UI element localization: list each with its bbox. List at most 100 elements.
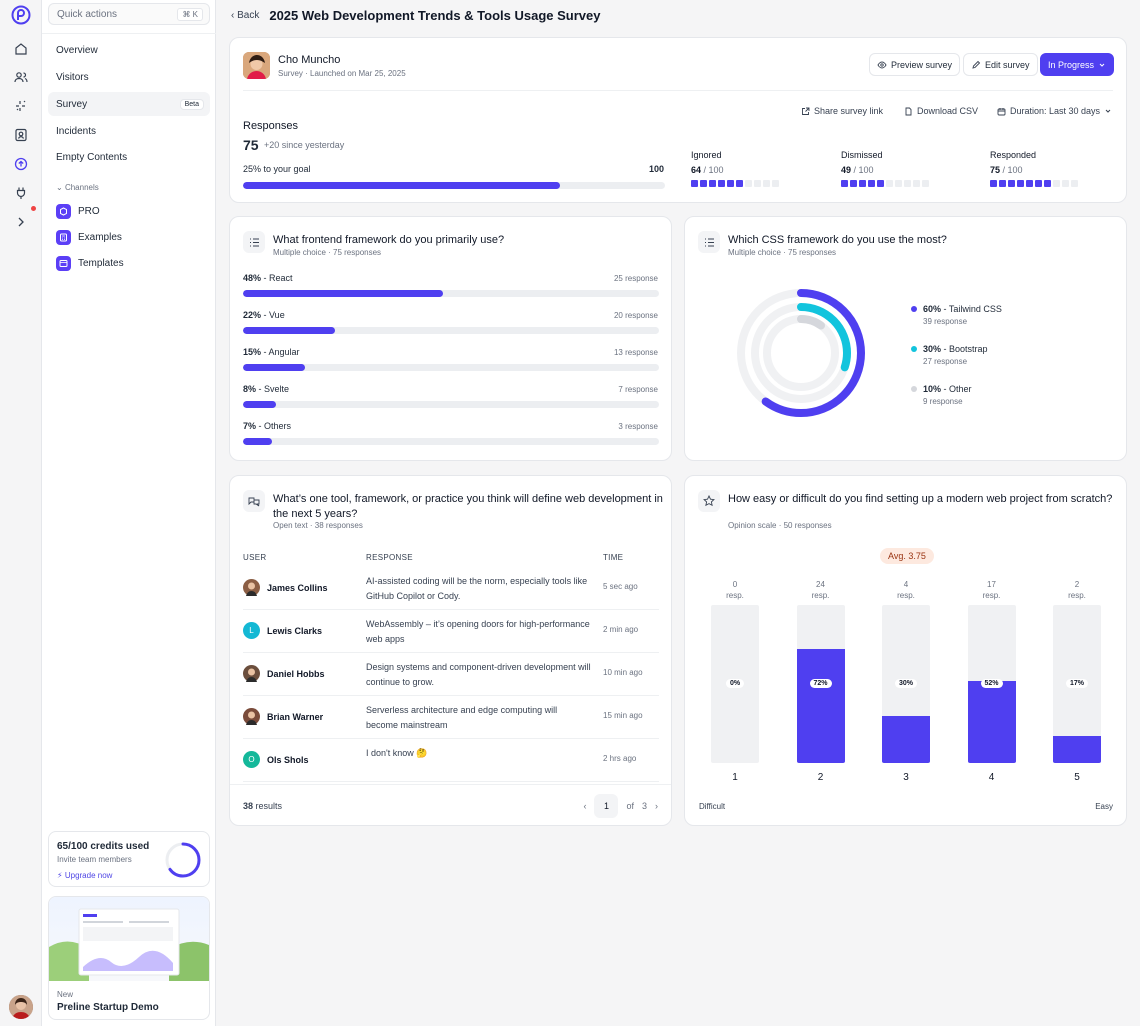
legend-label: 30% - Bootstrap xyxy=(923,344,988,354)
responses-count: 75 xyxy=(243,137,259,153)
sidebar-item-incidents[interactable]: Incidents xyxy=(48,119,210,143)
prev-page-button[interactable]: ‹ xyxy=(583,801,587,811)
download-csv-button[interactable]: Download CSV xyxy=(904,106,978,116)
goal-progress-fill xyxy=(243,182,560,189)
contact-card-icon[interactable] xyxy=(14,128,28,142)
framework-bar xyxy=(243,364,659,371)
framework-bar-fill xyxy=(243,327,335,334)
preview-survey-button[interactable]: Preview survey xyxy=(869,53,961,76)
stat-total: / 100 xyxy=(703,165,724,175)
demo-tag: New xyxy=(57,990,74,999)
framework-label: 7% - Others xyxy=(243,421,659,431)
stat-square xyxy=(859,180,866,187)
stat-square xyxy=(754,180,761,187)
list-icon xyxy=(243,231,265,253)
external-link-icon xyxy=(802,107,810,115)
scale-value: 1 xyxy=(732,772,738,783)
users-icon[interactable] xyxy=(14,70,28,84)
question-title: Which CSS framework do you use the most? xyxy=(728,234,947,246)
divider xyxy=(230,784,671,785)
chevron-right-icon[interactable] xyxy=(14,215,28,229)
sparkle-icon[interactable] xyxy=(14,99,28,113)
duration-dropdown[interactable]: Duration: Last 30 days xyxy=(997,106,1112,116)
ring-arc-3 xyxy=(763,315,839,391)
stat-square xyxy=(999,180,1006,187)
column-user[interactable]: USER xyxy=(243,553,267,562)
legend-label: 60% - Tailwind CSS xyxy=(923,304,1002,314)
eye-icon xyxy=(877,61,887,68)
scale-count-value: 4 xyxy=(903,580,909,589)
stat-square xyxy=(700,180,707,187)
back-link[interactable]: ‹ Back xyxy=(231,9,260,21)
goal-label: 25% to your goal xyxy=(243,164,311,174)
stat-total: / 100 xyxy=(853,165,874,175)
channel-item-pro[interactable]: PRO xyxy=(56,204,100,219)
total-pages: 3 xyxy=(641,801,647,811)
table-row[interactable]: James Collins AI-assisted coding will be … xyxy=(243,567,659,610)
credits-title: 65/100 credits used xyxy=(57,841,150,852)
table-row[interactable]: Daniel Hobbs Design systems and component… xyxy=(243,653,659,696)
user-name: Lewis Clarks xyxy=(267,626,323,636)
stat-square xyxy=(763,180,770,187)
preline-logo-icon[interactable] xyxy=(11,5,31,25)
framework-percent: 7% xyxy=(243,421,257,431)
scale-bar: 17% xyxy=(1053,605,1101,763)
scale-max-label: Easy xyxy=(1095,802,1113,811)
sidebar-item-overview[interactable]: Overview xyxy=(48,38,210,62)
sidebar-item-survey[interactable]: Survey Beta xyxy=(48,92,210,116)
next-page-button[interactable]: › xyxy=(655,801,658,811)
channels-toggle[interactable]: ⌄ Channels xyxy=(56,183,99,192)
quick-actions-input[interactable]: Quick actions ⌘ K xyxy=(48,3,210,25)
channel-label: PRO xyxy=(78,206,100,217)
stat-square xyxy=(1053,180,1060,187)
sidebar-item-visitors[interactable]: Visitors xyxy=(48,65,210,89)
upgrade-link[interactable]: ⚡ Upgrade now xyxy=(57,871,113,880)
stat-square xyxy=(1026,180,1033,187)
home-icon[interactable] xyxy=(14,42,28,56)
column-response[interactable]: RESPONSE xyxy=(366,553,413,562)
stat-square xyxy=(1044,180,1051,187)
plug-icon[interactable] xyxy=(14,186,28,200)
channel-label: Templates xyxy=(78,258,124,269)
user-name: Daniel Hobbs xyxy=(267,669,325,679)
stat-label: Ignored xyxy=(691,150,722,160)
user-avatar: O xyxy=(243,751,260,768)
sidebar-item-label: Survey xyxy=(56,98,88,110)
user-response: Design systems and component-driven deve… xyxy=(366,662,591,687)
status-dropdown[interactable]: In Progress xyxy=(1040,53,1115,76)
frontend-framework-card: What frontend framework do you primarily… xyxy=(229,216,672,461)
user-avatar[interactable] xyxy=(9,995,33,1019)
quick-actions-label: Quick actions xyxy=(57,8,118,20)
open-text-card: What’s one tool, framework, or practice … xyxy=(229,475,672,826)
framework-name: - Vue xyxy=(261,310,285,320)
scale-column: 24 resp. 72% 2 xyxy=(796,579,845,783)
channel-item-examples[interactable]: Examples xyxy=(56,230,122,245)
framework-bar xyxy=(243,327,659,334)
divider xyxy=(243,90,1113,91)
framework-count: 20 response xyxy=(613,311,658,320)
scale-column: 17 resp. 52% 4 xyxy=(967,579,1016,783)
user-avatar xyxy=(243,665,260,682)
list-icon xyxy=(698,231,720,253)
user-name: Ols Shols xyxy=(267,755,309,765)
sidebar-item-label: Overview xyxy=(56,44,98,56)
goal-total: 100 xyxy=(649,164,665,174)
column-time[interactable]: TIME xyxy=(603,553,624,562)
demo-card[interactable]: New Preline Startup Demo xyxy=(48,896,210,1020)
preview-label: Preview survey xyxy=(891,59,953,70)
table-row[interactable]: Brian Warner Serverless architecture and … xyxy=(243,696,659,739)
stat-square xyxy=(709,180,716,187)
share-survey-link[interactable]: Share survey link xyxy=(801,106,883,116)
current-page[interactable]: 1 xyxy=(594,794,619,818)
scale-column: 0 resp. 0% 1 xyxy=(711,579,759,783)
table-row[interactable]: O Ols Shols I don't know 🤔 2 hrs ago xyxy=(243,739,659,782)
stat-value: 49 xyxy=(841,165,852,175)
table-row[interactable]: L Lewis Clarks WebAssembly – it’s opening … xyxy=(243,610,659,653)
legend-dot xyxy=(911,306,917,312)
survey-icon[interactable] xyxy=(14,157,28,171)
download-label: Download CSV xyxy=(917,106,979,116)
edit-survey-button[interactable]: Edit survey xyxy=(963,53,1038,76)
channel-item-templates[interactable]: Templates xyxy=(56,256,124,271)
sidebar-item-empty-contents[interactable]: Empty Contents xyxy=(48,145,210,169)
framework-bar xyxy=(243,290,659,297)
